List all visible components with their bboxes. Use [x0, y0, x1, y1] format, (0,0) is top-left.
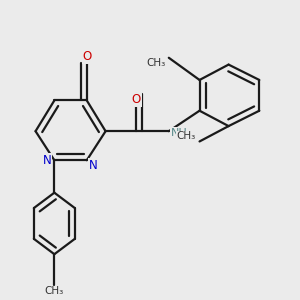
- Text: CH₃: CH₃: [146, 58, 165, 68]
- Text: CH₃: CH₃: [45, 286, 64, 296]
- Text: O: O: [82, 50, 92, 63]
- Text: O: O: [132, 93, 141, 106]
- Text: CH₃: CH₃: [177, 131, 196, 141]
- Text: N: N: [88, 159, 97, 172]
- Text: N: N: [43, 154, 52, 167]
- Text: NH: NH: [170, 128, 187, 138]
